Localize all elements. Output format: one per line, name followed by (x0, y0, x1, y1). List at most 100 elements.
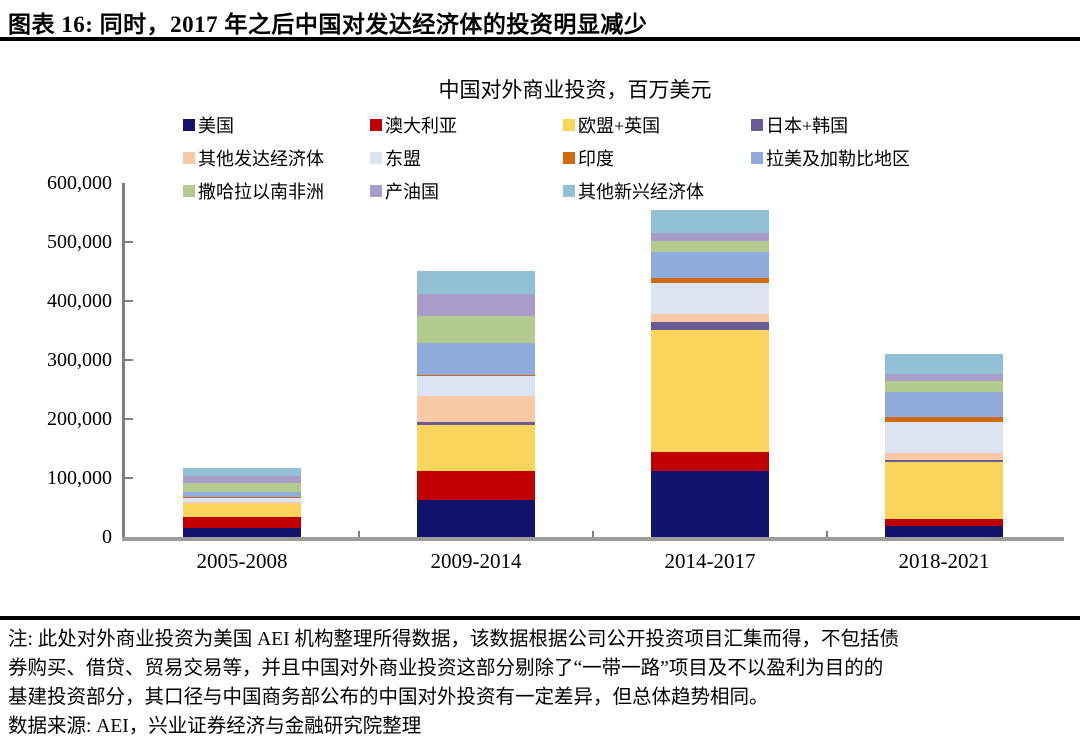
legend-item: 美国 (183, 112, 370, 138)
stacked-bar-2018-2021 (885, 353, 1003, 538)
note-line: 基建投资部分，其口径与中国商务部公布的中国对外投资有一定差异，但总体趋势相同。 (8, 687, 769, 708)
x-axis-category-label: 2014-2017 (664, 549, 756, 573)
bar-segment (417, 470, 535, 501)
chart-title: 中国对外商业投资，百万美元 (438, 78, 712, 102)
legend-color-icon (370, 185, 382, 197)
legend-label: 日本+韩国 (766, 116, 849, 136)
bar-segment (651, 233, 769, 242)
bar-segment (417, 422, 535, 426)
y-axis-tick (125, 241, 133, 243)
bar-segment (417, 293, 535, 317)
bar-segment (651, 451, 769, 471)
bar-segment (183, 503, 301, 505)
y-axis-tick (125, 418, 133, 420)
bar-segment (885, 417, 1003, 422)
y-axis-tick (125, 477, 133, 479)
bar-segment (183, 482, 301, 492)
bar-segment (417, 270, 535, 294)
y-axis-tick-label: 200,000 (47, 408, 112, 430)
bar-segment (885, 526, 1003, 537)
y-axis-tick (125, 359, 133, 361)
chart-legend: 美国 澳大利亚 欧盟+英国 日本+韩国其他发达经济体 东盟 印度 拉美及加勒比地区撒哈拉以南… (183, 112, 910, 204)
bar-segment (885, 459, 1003, 463)
bar-segment (417, 395, 535, 423)
legend-label: 撒哈拉以南非洲 (198, 182, 324, 202)
footer-divider (0, 616, 1080, 620)
legend-label: 其他新兴经济体 (578, 182, 704, 202)
bar-segment (651, 252, 769, 278)
y-axis-tick-label: 500,000 (47, 231, 112, 253)
bar-segment (417, 342, 535, 375)
note-line: 注: 此处对外商业投资为美国 AEI 机构整理所得数据，该数据根据公司公开投资项… (8, 629, 900, 650)
legend-label: 美国 (198, 116, 234, 136)
legend-label: 澳大利亚 (385, 116, 457, 136)
bar-segment (885, 353, 1003, 374)
bar-segment (651, 277, 769, 284)
stacked-bar-2014-2017 (651, 209, 769, 537)
bar-segment (183, 516, 301, 529)
y-axis-line (122, 183, 125, 540)
bar-segment (417, 316, 535, 343)
x-axis-category-label: 2018-2021 (898, 549, 990, 573)
legend-color-icon (751, 152, 763, 164)
bar-segment (885, 519, 1003, 527)
bar-segment (885, 391, 1003, 418)
bar-segment (417, 425, 535, 471)
x-axis-category-label: 2009-2014 (430, 549, 522, 573)
legend-color-icon (183, 152, 195, 164)
legend-item: 日本+韩国 (751, 112, 910, 138)
data-source: 数据来源: AEI，兴业证券经济与金融研究院整理 (8, 716, 422, 737)
legend-color-icon (370, 152, 382, 164)
bar-segment (651, 241, 769, 253)
y-axis-tick-label: 600,000 (47, 172, 112, 194)
legend-label: 欧盟+英国 (578, 116, 661, 136)
legend-color-icon (370, 119, 382, 131)
bar-segment (885, 421, 1003, 453)
bar-segment (651, 209, 769, 234)
bar-segment (183, 476, 301, 483)
legend-color-icon (751, 119, 763, 131)
legend-color-icon (563, 185, 575, 197)
stacked-bar-2009-2014 (417, 270, 535, 537)
legend-color-icon (183, 185, 195, 197)
bar-segment (885, 373, 1003, 381)
bar-segment (651, 314, 769, 323)
legend-item: 其他新兴经济体 (563, 178, 751, 204)
stacked-bar-2005-2008 (183, 468, 301, 537)
legend-item: 东盟 (370, 145, 563, 171)
legend-item: 印度 (563, 145, 751, 171)
legend-label: 产油国 (385, 182, 439, 202)
bar-segment (885, 462, 1003, 520)
bar-segment (417, 375, 535, 396)
x-axis-tick (358, 531, 360, 537)
x-axis-tick (826, 531, 828, 537)
bar-segment (651, 283, 769, 315)
bar-segment (651, 322, 769, 331)
bar-segment (183, 498, 301, 503)
legend-color-icon (563, 152, 575, 164)
bar-segment (885, 452, 1003, 460)
chart-note: 注: 此处对外商业投资为美国 AEI 机构整理所得数据，该数据根据公司公开投资项… (8, 625, 1074, 741)
bar-segment (885, 380, 1003, 392)
x-axis-category-label: 2005-2008 (196, 549, 288, 573)
bar-segment (183, 491, 301, 497)
y-axis-tick-label: 400,000 (47, 290, 112, 312)
legend-item: 拉美及加勒比地区 (751, 145, 910, 171)
bar-segment (183, 502, 301, 504)
header-divider (0, 37, 1080, 41)
bar-segment (183, 528, 301, 537)
legend-item: 产油国 (370, 178, 563, 204)
legend-item: 欧盟+英国 (563, 112, 751, 138)
legend-label: 东盟 (385, 149, 421, 169)
y-axis-tick (125, 300, 133, 302)
legend-item: 其他发达经济体 (183, 145, 370, 171)
figure-title: 图表 16: 同时，2017 年之后中国对发达经济体的投资明显减少 (8, 12, 648, 37)
legend-color-icon (183, 119, 195, 131)
legend-label: 拉美及加勒比地区 (766, 149, 910, 169)
bar-segment (417, 500, 535, 537)
bar-segment (183, 468, 301, 477)
x-axis-line (122, 537, 1064, 541)
bar-segment (183, 504, 301, 517)
y-axis-tick-label: 100,000 (47, 467, 112, 489)
